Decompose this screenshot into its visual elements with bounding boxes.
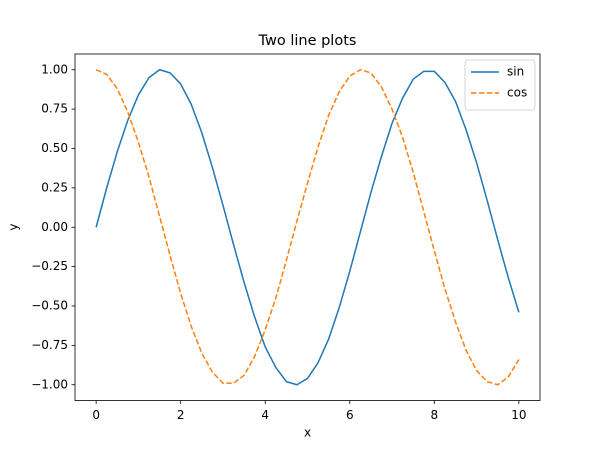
y-tick-label: 0.25 (41, 180, 68, 194)
y-tick-label: −0.75 (31, 338, 68, 352)
chart-title: Two line plots (258, 33, 357, 49)
line-series (95, 69, 520, 386)
x-tick-label: 4 (261, 408, 269, 422)
y-tick-label: −0.25 (31, 259, 68, 273)
x-axis-label: x (304, 426, 311, 440)
x-tick-label: 8 (430, 408, 438, 422)
plot-frame (74, 53, 541, 401)
y-tick-label: 0.00 (41, 220, 68, 234)
y-tick-label: −1.00 (31, 377, 68, 391)
legend-label: sin (507, 65, 524, 79)
x-tick-label: 10 (511, 408, 526, 422)
x-tick-label: 6 (346, 408, 354, 422)
y-tick-label: −0.50 (31, 299, 68, 313)
legend-label: cos (507, 86, 527, 100)
y-tick-label: 1.00 (41, 62, 68, 76)
x-tick-label: 2 (177, 408, 185, 422)
y-axis-label: y (7, 223, 21, 230)
x-tick-label: 0 (92, 408, 100, 422)
line-series (95, 69, 520, 386)
y-tick-label: 0.75 (41, 102, 68, 116)
y-tick-label: 0.50 (41, 141, 68, 155)
